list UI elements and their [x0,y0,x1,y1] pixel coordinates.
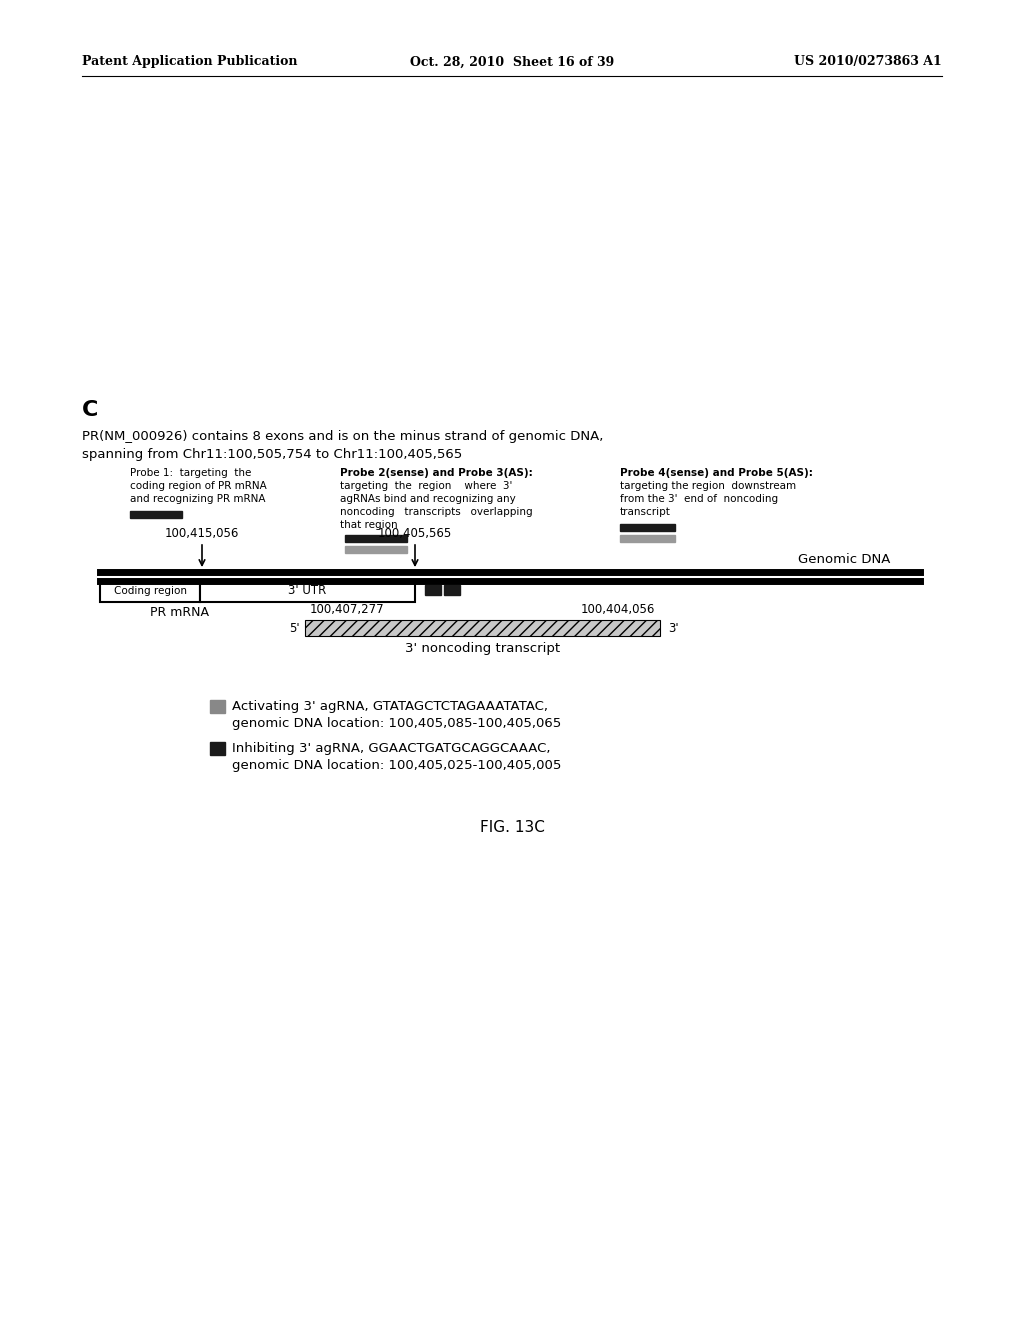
Text: targeting  the  region    where  3': targeting the region where 3' [340,480,512,491]
Text: 5': 5' [290,622,300,635]
Text: FIG. 13C: FIG. 13C [479,820,545,836]
Text: Genomic DNA: Genomic DNA [798,553,890,566]
Text: agRNAs bind and recognizing any: agRNAs bind and recognizing any [340,494,516,504]
Text: 100,404,056: 100,404,056 [581,603,655,616]
Text: Patent Application Publication: Patent Application Publication [82,55,298,69]
Text: Probe 1:  targeting  the: Probe 1: targeting the [130,469,251,478]
Text: Inhibiting 3' agRNA, GGAACTGATGCAGGCAAAC,: Inhibiting 3' agRNA, GGAACTGATGCAGGCAAAC… [232,742,551,755]
Bar [305,620,660,636]
Text: Oct. 28, 2010  Sheet 16 of 39: Oct. 28, 2010 Sheet 16 of 39 [410,55,614,69]
Text: Coding region: Coding region [114,586,186,597]
Text: targeting the region  downstream: targeting the region downstream [620,480,796,491]
Bar [345,535,407,543]
Text: that region: that region [340,520,397,531]
Text: genomic DNA location: 100,405,025-100,405,005: genomic DNA location: 100,405,025-100,40… [232,759,561,772]
Text: noncoding   transcripts   overlapping: noncoding transcripts overlapping [340,507,532,517]
Bar [620,535,675,543]
Text: genomic DNA location: 100,405,085-100,405,065: genomic DNA location: 100,405,085-100,40… [232,717,561,730]
Text: Activating 3' agRNA, GTATAGCTCTAGAAATATAC,: Activating 3' agRNA, GTATAGCTCTAGAAATATA… [232,700,548,713]
Bar [200,579,415,602]
Text: 3' UTR: 3' UTR [289,585,327,598]
Text: transcript: transcript [620,507,671,517]
Bar [130,511,182,517]
Text: spanning from Chr11:100,505,754 to Chr11:100,405,565: spanning from Chr11:100,505,754 to Chr11… [82,447,462,461]
Text: Probe 2(sense) and Probe 3(AS):: Probe 2(sense) and Probe 3(AS): [340,469,532,478]
Text: 100,407,277: 100,407,277 [310,603,385,616]
Text: C: C [82,400,98,420]
Text: 3' noncoding transcript: 3' noncoding transcript [404,642,560,655]
Bar [210,742,225,755]
Bar [425,585,441,595]
Text: PR(NM_000926) contains 8 exons and is on the minus strand of genomic DNA,: PR(NM_000926) contains 8 exons and is on… [82,430,603,444]
Text: 100,405,565: 100,405,565 [378,527,453,540]
Text: 100,415,056: 100,415,056 [165,527,240,540]
Text: and recognizing PR mRNA: and recognizing PR mRNA [130,494,265,504]
Bar [345,546,407,553]
Bar [444,585,460,595]
Bar [100,579,200,602]
Text: US 2010/0273863 A1: US 2010/0273863 A1 [795,55,942,69]
Text: 3': 3' [668,622,679,635]
Text: coding region of PR mRNA: coding region of PR mRNA [130,480,266,491]
Bar [210,700,225,713]
Text: from the 3'  end of  noncoding: from the 3' end of noncoding [620,494,778,504]
Text: PR mRNA: PR mRNA [151,606,210,619]
Text: Probe 4(sense) and Probe 5(AS):: Probe 4(sense) and Probe 5(AS): [620,469,813,478]
Bar [620,524,675,531]
